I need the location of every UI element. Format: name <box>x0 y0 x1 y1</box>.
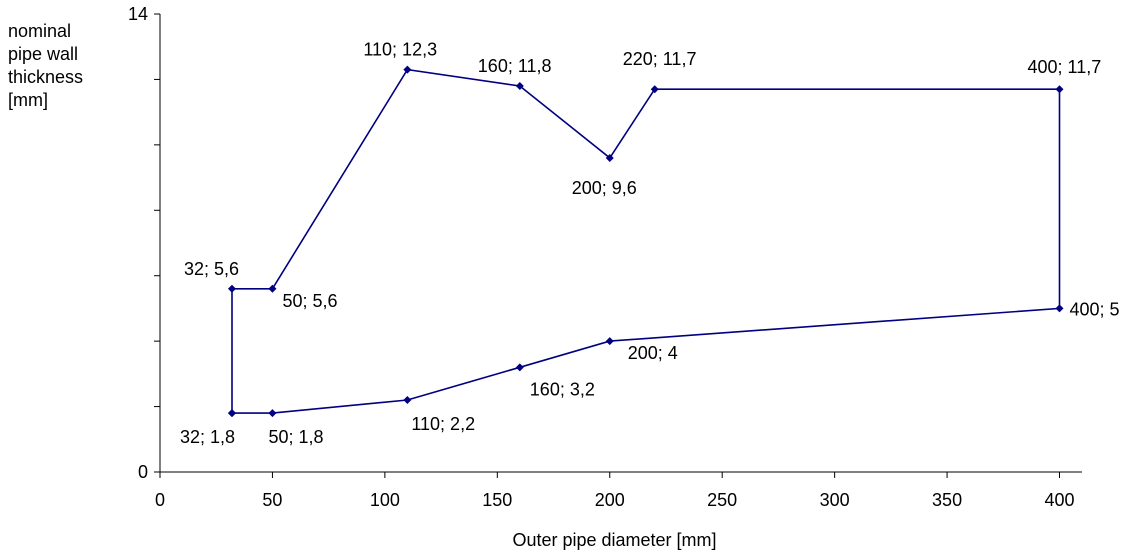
x-tick-label: 100 <box>370 490 400 510</box>
y-axis-label-line: [mm] <box>8 90 48 110</box>
data-point <box>403 396 412 405</box>
data-label: 110; 2,2 <box>411 414 475 434</box>
x-tick-label: 400 <box>1044 490 1074 510</box>
data-label: 200; 4 <box>628 343 678 363</box>
x-tick-label: 0 <box>155 490 165 510</box>
x-tick-label: 250 <box>707 490 737 510</box>
x-tick-label: 300 <box>820 490 850 510</box>
data-point <box>1055 304 1064 313</box>
x-tick-label: 150 <box>482 490 512 510</box>
data-point <box>268 284 277 293</box>
data-label: 32; 5,6 <box>184 259 239 279</box>
x-tick-label: 50 <box>262 490 282 510</box>
data-label: 160; 11,8 <box>478 56 552 76</box>
y-axis-label-line: nominal <box>8 21 72 41</box>
data-label: 160; 3,2 <box>530 379 595 399</box>
data-label: 32; 1,8 <box>180 427 235 447</box>
y-axis-label: nominal pipe wall thickness [mm] <box>8 20 83 112</box>
x-tick-label: 200 <box>595 490 625 510</box>
x-axis-label: Outer pipe diameter [mm] <box>512 530 717 550</box>
x-axis-label-wrap: Outer pipe diameter [mm] <box>0 530 1145 551</box>
data-label: 50; 1,8 <box>268 427 323 447</box>
data-point <box>268 409 277 418</box>
data-point <box>227 284 236 293</box>
series-marks <box>227 65 1064 418</box>
data-point <box>1055 85 1064 94</box>
data-label: 200; 9,6 <box>572 178 637 198</box>
y-axis-label-line: pipe wall <box>8 44 79 64</box>
data-point <box>515 81 524 90</box>
x-tick-label: 350 <box>932 490 962 510</box>
y-tick-label: 14 <box>128 4 148 24</box>
y-tick-label: 0 <box>138 462 148 482</box>
data-labels: 32; 1,8 32; 5,6 50; 5,6 110; 12,3 160; 11,8 2… <box>180 40 1120 448</box>
data-label: 400; 11,7 <box>1028 57 1102 77</box>
data-label: 110; 12,3 <box>363 40 437 60</box>
data-label: 50; 5,6 <box>282 291 337 311</box>
y-axis-label-line: thickness <box>8 67 84 87</box>
axes: 0 14 0 50 100 150 200 250 300 350 400 <box>128 4 1082 510</box>
data-point <box>227 409 236 418</box>
data-point <box>650 85 659 94</box>
data-label: 220; 11,7 <box>623 49 697 69</box>
series-line <box>231 68 1061 414</box>
data-point <box>605 337 614 346</box>
data-point <box>403 65 412 74</box>
data-label: 400; 5 <box>1070 299 1120 319</box>
data-point <box>605 153 614 162</box>
data-point <box>515 363 524 372</box>
